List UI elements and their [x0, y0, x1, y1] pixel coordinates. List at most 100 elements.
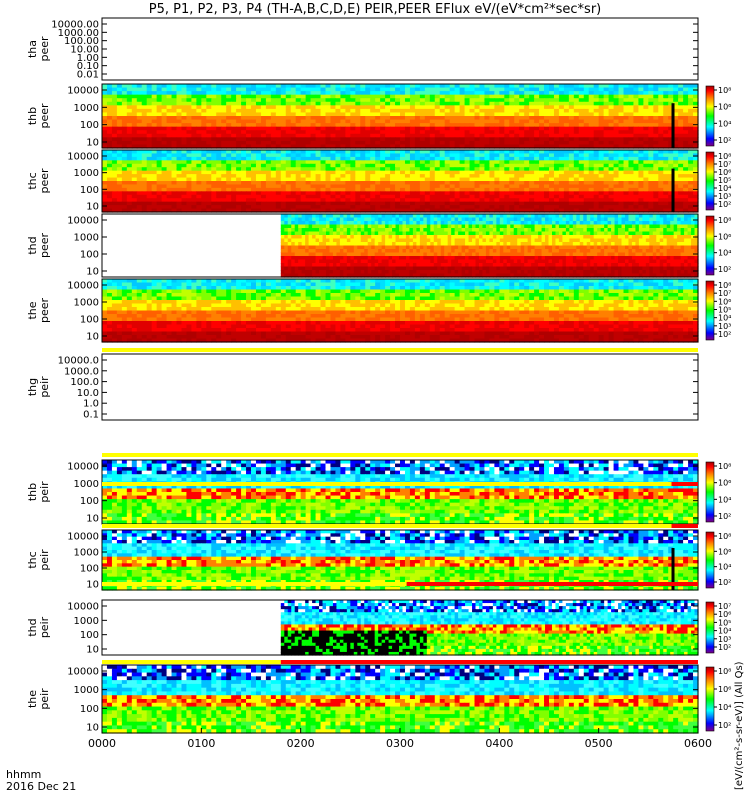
y-tick-label: 10.0	[77, 388, 99, 399]
y-tick-label: 100	[80, 185, 99, 196]
y-tick-label: 100	[80, 120, 99, 131]
panel-thc-peer: 10000 1000 100 10 thcpeer 10⁸10⁷10⁶10⁵10⁴10³1…	[26, 149, 731, 213]
colorbar-tick-label: 10⁶	[718, 547, 731, 556]
panel-thb-peer: 10000 1000 100 10 thbpeer 10⁸ 10⁶ 10⁴ 10²	[26, 83, 731, 149]
mode-bar-segment	[102, 524, 672, 528]
y-tick-label: 10	[86, 645, 99, 656]
y-tick-label: 10000	[67, 152, 99, 163]
colorbar-unit-label: [eV/(cm²-s-sr-eV)] (All Qs)	[734, 661, 745, 790]
y-tick-label: 10000	[67, 532, 99, 543]
x-tick-label: 0200	[287, 737, 315, 750]
colorbar-tick-label: 10⁸	[718, 152, 731, 161]
y-tick-label: 1000	[74, 685, 99, 696]
colorbar-tick-label: 10⁶	[718, 103, 731, 112]
colorbar-tick-label: 10²	[718, 265, 731, 274]
y-tick-label: 1000.00	[58, 28, 99, 39]
colorbar-tick-label: 10⁸	[718, 216, 731, 225]
y-tick-label: 0.10	[77, 61, 99, 72]
panel-ylabel: thcpeir	[26, 549, 51, 571]
mode-bar-segment	[102, 348, 698, 352]
y-tick-label: 10000.0	[58, 356, 99, 367]
colorbar-tick-label: 10³	[718, 635, 731, 644]
colorbar-thd-peer: 10⁸ 10⁶ 10⁴ 10²	[705, 215, 731, 276]
panel-ylabel: thdpeer	[26, 233, 51, 259]
mode-bar-segment	[102, 660, 281, 664]
colorbar-tick-label: 10²	[718, 721, 731, 730]
y-tick-label: 1000.0	[64, 366, 99, 377]
panel-thd-peer: 10000 1000 100 10 thdpeer 10⁸ 10⁶ 10⁴ 10²	[26, 213, 731, 278]
y-tick-label: 1000	[74, 479, 99, 490]
colorbar-tick-label: 10⁶	[718, 297, 731, 306]
colorbar-tick-label: 10⁸	[718, 532, 731, 541]
y-tick-label: 100	[80, 315, 99, 326]
colorbar-tick-label: 10⁴	[718, 184, 731, 193]
panel-the-peer: 10000 1000 100 10 thepeer 10⁸10⁷10⁶10⁵10⁴10³1…	[26, 278, 731, 343]
y-tick-label: 100	[80, 496, 99, 507]
colorbar-tick-label: 10⁷	[718, 602, 731, 611]
date-label: 2016 Dec 21	[6, 780, 77, 793]
mode-bar-segment	[102, 482, 672, 486]
panel-ylabel: thapeer	[26, 36, 51, 62]
y-tick-label: 10000	[67, 462, 99, 473]
y-tick-label: 1000	[74, 103, 99, 114]
colorbar-thb-peir: 10⁸ 10⁶ 10⁴ 10²	[705, 461, 731, 523]
mode-bar-segment	[102, 453, 698, 457]
panel-ylabel: thbpeer	[26, 103, 51, 129]
colorbar-tick-label: 10²	[718, 643, 731, 652]
y-tick-label: 10000.00	[51, 20, 99, 31]
colorbar-tick-label: 10⁸	[718, 462, 731, 471]
page-title: P5, P1, P2, P3, P4 (TH-A,B,C,D,E) PEIR,P…	[148, 2, 602, 17]
colorbar-tick-label: 10⁷	[718, 289, 731, 298]
colorbar-tick-label: 10⁴	[718, 119, 731, 128]
panel-ylabel: thbpeir	[26, 481, 51, 503]
colorbar-tick-label: 10⁸	[718, 86, 731, 95]
y-tick-label: 10000	[67, 602, 99, 613]
colorbar-tick-label: 10⁶	[718, 610, 731, 619]
colorbar-tick-label: 10⁶	[718, 685, 731, 694]
y-tick-label: 100.0	[70, 377, 99, 388]
x-axis-label: hhmm	[6, 768, 42, 781]
y-tick-label: 1000	[74, 168, 99, 179]
x-tick-label: 0600	[684, 737, 712, 750]
y-tick-label: 100.00	[64, 36, 99, 47]
mode-bar-segment	[406, 582, 698, 586]
colorbar-tick-label: 10⁷	[718, 160, 731, 169]
y-tick-label: 10	[86, 723, 99, 734]
panel-thb-peir: 10000 1000 100 10 thbpeir 10⁸ 10⁶ 10⁴ 10²	[26, 459, 731, 525]
panel-ylabel: thcpeer	[26, 168, 51, 194]
x-tick-label: 0100	[187, 737, 215, 750]
y-tick-label: 0.1	[83, 410, 99, 421]
panel-the-peir: 10000 1000 100 10 thepeir 10⁸ 10⁶ 10⁴ 10²	[26, 664, 731, 734]
x-tick-label: 0500	[585, 737, 613, 750]
y-tick-label: 1000	[74, 298, 99, 309]
colorbar-tick-label: 10⁶	[718, 232, 731, 241]
colorbar-tick-label: 10⁴	[718, 314, 731, 323]
colorbar-tick-label: 10⁴	[718, 563, 731, 572]
y-tick-label: 10.00	[70, 45, 99, 56]
mode-bar-segment	[280, 660, 698, 664]
y-tick-label: 100	[80, 250, 99, 261]
x-tick-label: 0400	[485, 737, 513, 750]
colorbar-tick-label: 10⁶	[718, 168, 731, 177]
y-tick-label: 10	[86, 267, 99, 278]
colorbar-tick-label: 10²	[718, 200, 731, 209]
colorbar-tick-label: 10⁵	[718, 176, 731, 185]
y-tick-label: 10000	[67, 86, 99, 97]
colorbar-tick-label: 10⁶	[718, 479, 731, 488]
colorbar-tick-label: 10²	[718, 512, 731, 521]
y-tick-label: 1000	[74, 548, 99, 559]
y-tick-label: 10	[86, 332, 99, 343]
y-tick-label: 10	[86, 514, 99, 525]
y-tick-label: 100	[80, 704, 99, 715]
colorbar-tick-label: 10³	[718, 192, 731, 201]
y-tick-label: 100	[80, 630, 99, 641]
y-tick-label: 10000	[67, 667, 99, 678]
y-tick-label: 10	[86, 580, 99, 591]
colorbar-the-peir: 10⁸ 10⁶ 10⁴ 10²	[705, 666, 731, 732]
x-tick-label: 0300	[386, 737, 414, 750]
